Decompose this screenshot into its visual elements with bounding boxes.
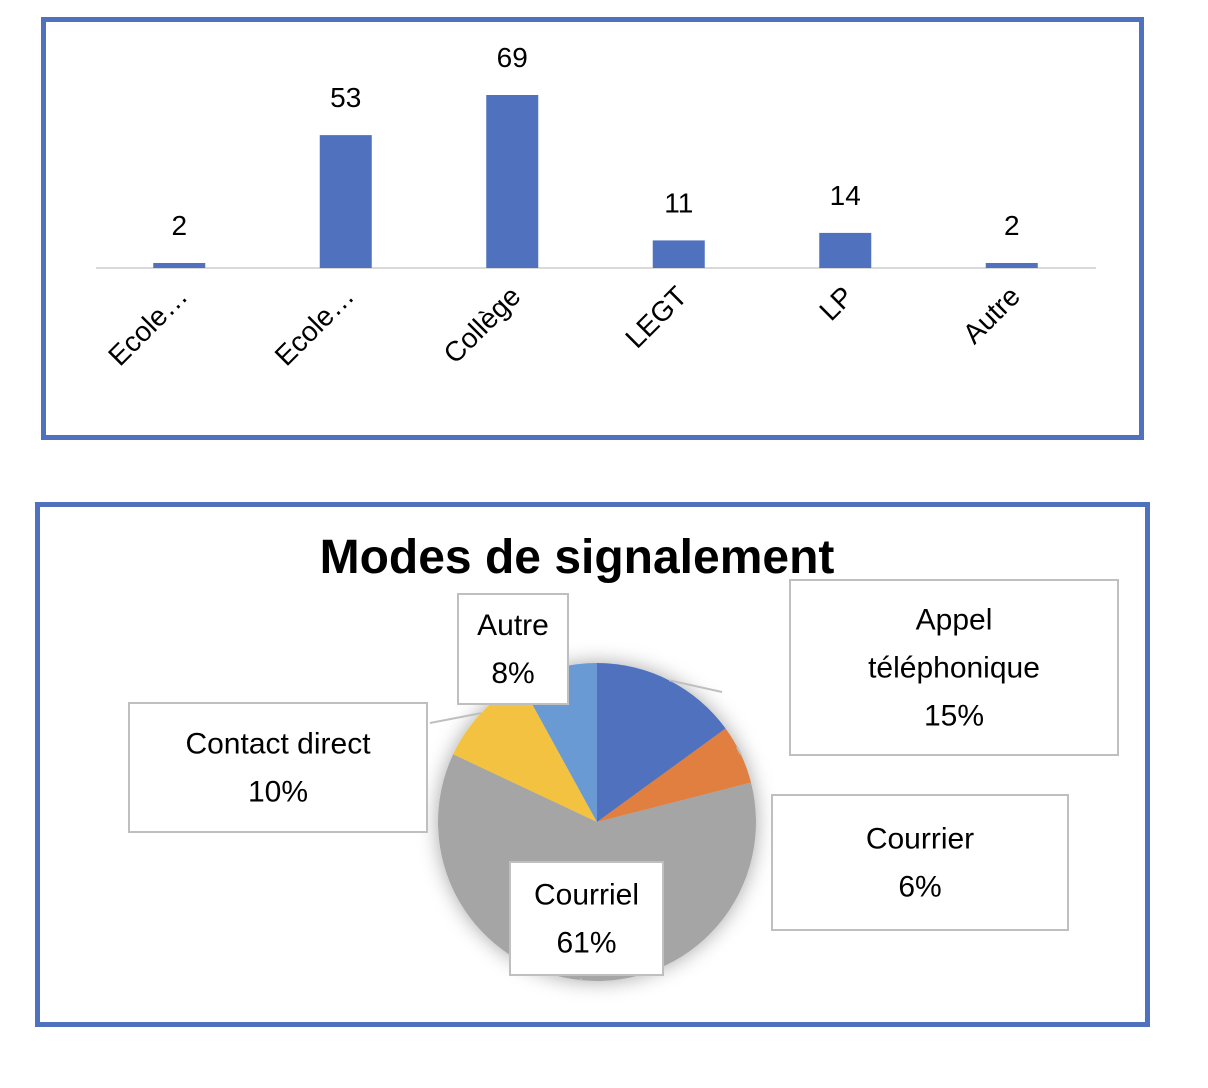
pie-chart: Appel téléphonique 15% Courrier 6% Courriel 61… (128, 531, 1119, 982)
tick-label: Ecole… (269, 280, 360, 371)
pie-data-label: 8% (491, 657, 534, 690)
callout-box (509, 861, 664, 976)
bar (486, 95, 539, 268)
tick-label: LEGT (619, 280, 693, 354)
pie-data-label: 6% (898, 871, 941, 904)
pie-slice (597, 663, 726, 822)
callout-leader (736, 746, 742, 755)
callout-leader (579, 978, 583, 982)
pie-data-label: 10% (248, 776, 308, 809)
data-label: 2 (1004, 210, 1020, 241)
data-label: 14 (830, 180, 861, 211)
bar (652, 240, 705, 268)
bar (319, 135, 372, 268)
pie-slice (453, 682, 597, 822)
data-label: 53 (330, 82, 361, 113)
bar-chart-panel: 2 Ecole… 53 Ecole… 69 Collège 11 LEGT 14 LP 2 Autre (41, 17, 1144, 440)
data-label: 11 (664, 187, 693, 218)
callout-leader (429, 712, 482, 724)
pie-data-label: téléphonique (868, 652, 1040, 685)
callout-box (789, 579, 1119, 756)
data-label: 2 (171, 210, 187, 241)
callout-box (771, 794, 1069, 931)
pie-data-label: Contact direct (185, 728, 371, 761)
pie-slice (597, 728, 752, 822)
data-label: 69 (497, 42, 528, 73)
callout-box (457, 593, 569, 705)
callout-leader (668, 679, 723, 693)
pie-data-label: Courrier (866, 823, 974, 856)
pie-chart-panel: Appel téléphonique 15% Courrier 6% Courriel 61… (35, 502, 1150, 1027)
tick-label: Autre (957, 280, 1026, 349)
pie-chart-title: Modes de signalement (320, 531, 835, 584)
tick-label: LP (813, 280, 859, 326)
pie-data-label: Courriel (534, 879, 639, 912)
pie-data-label: 15% (924, 700, 984, 733)
bar (985, 262, 1038, 268)
callout-box (128, 702, 428, 833)
bar-chart: 2 Ecole… 53 Ecole… 69 Collège 11 LEGT 14 LP 2 Autre (96, 42, 1096, 372)
tick-label: Collège (437, 280, 526, 369)
bar (819, 232, 872, 268)
bar (153, 262, 206, 268)
pie-data-label: Appel (916, 604, 993, 637)
pie-data-label: Autre (477, 609, 549, 642)
pie-data-label: 61% (556, 927, 616, 960)
tick-label: Ecole… (102, 280, 193, 371)
